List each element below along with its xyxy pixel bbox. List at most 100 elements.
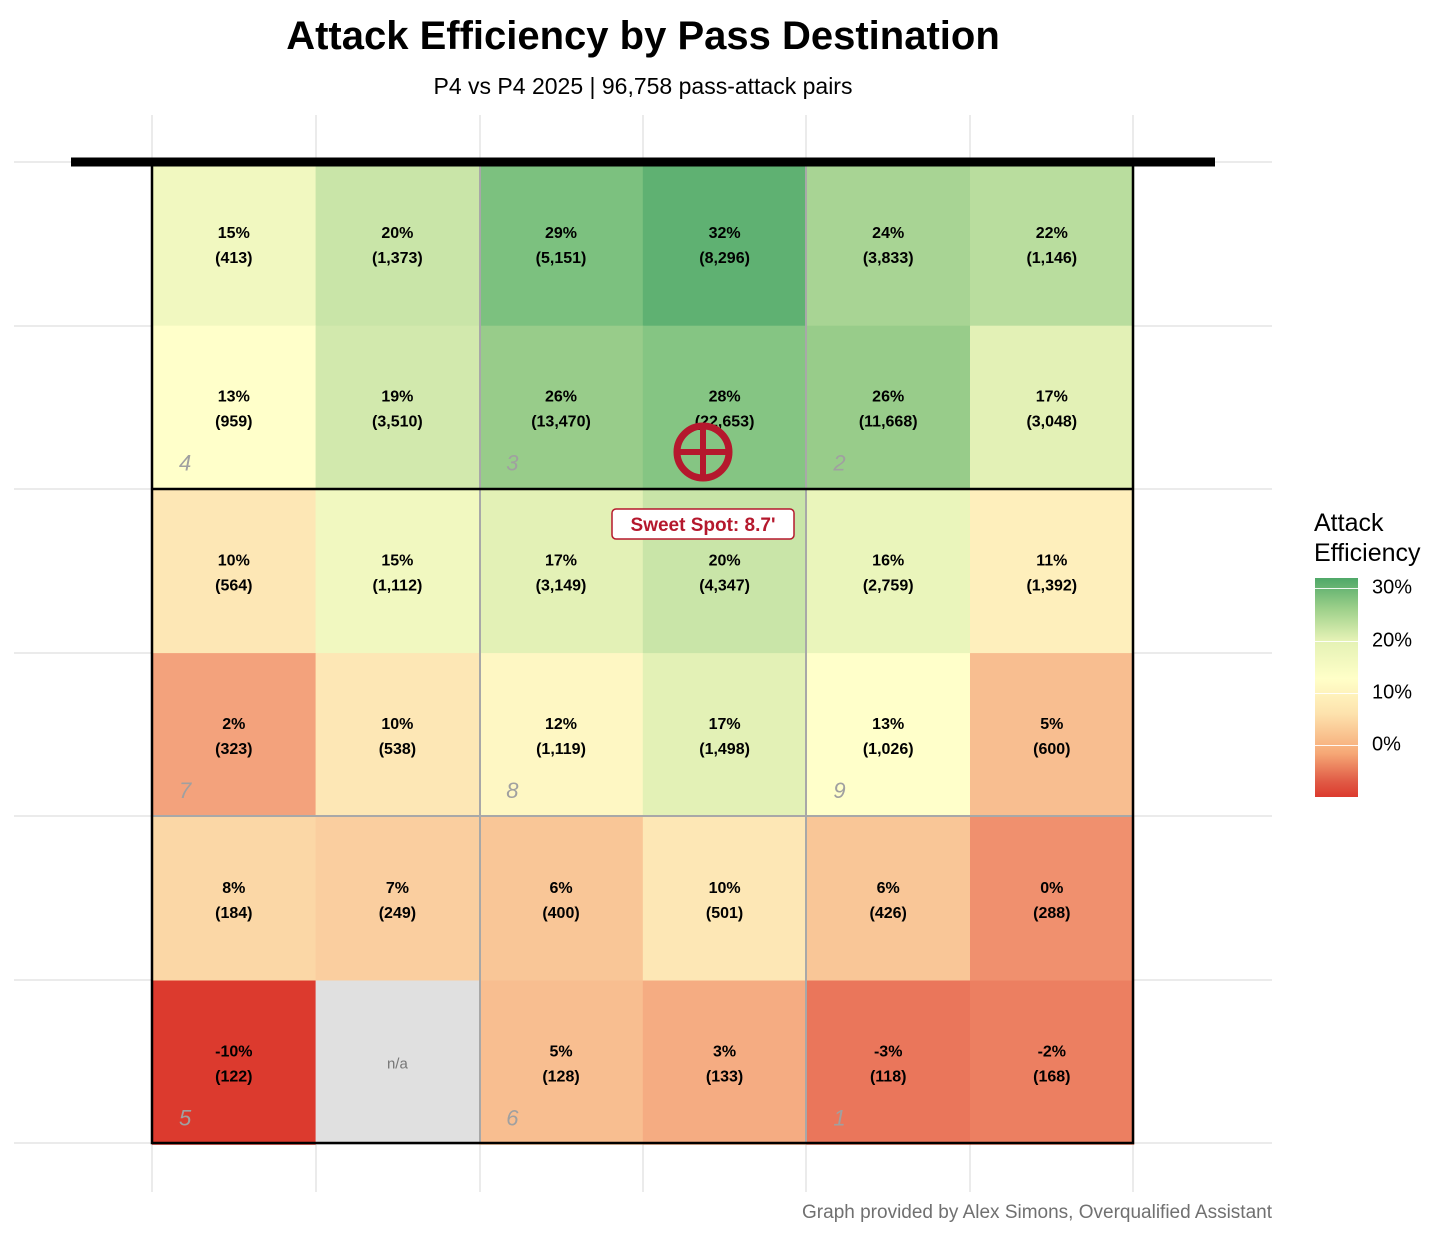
cell-efficiency-label: 17%	[1036, 389, 1068, 406]
cell-count-label: (501)	[706, 905, 743, 922]
cell-count-label: (323)	[215, 741, 252, 758]
legend-title-line2: Efficiency	[1314, 539, 1421, 567]
cell-count-label: (2,759)	[863, 577, 914, 594]
sweet-spot-label-box	[611, 508, 795, 540]
heatmap-cell	[806, 489, 971, 654]
cell-na-label: n/a	[387, 1056, 409, 1073]
cell-count-label: (538)	[379, 741, 416, 758]
cell-count-label: (133)	[706, 1069, 743, 1086]
cell-count-label: (564)	[215, 577, 252, 594]
zone-number-label: 4	[179, 451, 191, 476]
cell-count-label: (8,296)	[699, 250, 750, 267]
cell-count-label: (11,668)	[859, 414, 918, 431]
cell-efficiency-label: 10%	[218, 552, 250, 569]
cell-efficiency-label: 10%	[381, 716, 413, 733]
cell-count-label: (184)	[215, 905, 252, 922]
cell-count-label: (413)	[215, 250, 252, 267]
heatmap-cell	[970, 162, 1135, 327]
cell-efficiency-label: 11%	[1036, 552, 1067, 569]
cell-efficiency-label: 17%	[545, 552, 577, 569]
cell-efficiency-label: -10%	[215, 1044, 252, 1061]
cell-count-label: (4,347)	[699, 577, 750, 594]
cell-count-label: (1,373)	[372, 250, 423, 267]
zone-number-label: 8	[506, 778, 519, 803]
cell-count-label: (288)	[1033, 905, 1070, 922]
cell-efficiency-label: 10%	[709, 880, 741, 897]
chart-caption: Graph provided by Alex Simons, Overquali…	[802, 1202, 1272, 1223]
cell-count-label: (128)	[542, 1069, 579, 1086]
cell-efficiency-label: 28%	[709, 389, 741, 406]
heatmap-cell	[479, 162, 644, 327]
cell-efficiency-label: -3%	[874, 1044, 902, 1061]
cell-efficiency-label: 12%	[545, 716, 577, 733]
cell-count-label: (600)	[1033, 741, 1070, 758]
heatmap-cell	[479, 325, 644, 490]
cell-efficiency-label: 16%	[872, 552, 904, 569]
zone-number-label: 7	[179, 778, 192, 803]
cell-efficiency-label: 3%	[713, 1044, 736, 1061]
heatmap-cell	[479, 816, 644, 982]
cell-count-label: (400)	[542, 905, 579, 922]
cell-efficiency-label: 6%	[877, 880, 900, 897]
cell-count-label: (1,146)	[1026, 250, 1077, 267]
heatmap-cell	[970, 816, 1135, 982]
cell-efficiency-label: 13%	[218, 389, 250, 406]
legend-tick-label: 20%	[1372, 629, 1413, 652]
legend-tick-label: 30%	[1372, 576, 1413, 599]
cell-efficiency-label: 7%	[386, 880, 409, 897]
heatmap-cell	[315, 325, 480, 490]
cell-efficiency-label: 15%	[381, 552, 413, 569]
heatmap-cell	[970, 489, 1135, 654]
cell-count-label: (1,119)	[536, 741, 586, 758]
legend-tick-label: 10%	[1372, 681, 1413, 704]
heatmap-cell	[642, 653, 807, 818]
heatmap-cell	[642, 816, 807, 982]
cell-count-label: (118)	[870, 1069, 906, 1086]
cell-efficiency-label: 20%	[709, 552, 741, 569]
cell-efficiency-label: 26%	[872, 389, 904, 406]
cell-efficiency-label: -2%	[1038, 1044, 1066, 1061]
legend-tick-mark	[1315, 692, 1358, 694]
cell-efficiency-label: 32%	[709, 225, 741, 242]
cell-count-label: (1,498)	[699, 741, 750, 758]
cell-efficiency-label: 5%	[549, 1044, 572, 1061]
heatmap-cell	[970, 325, 1135, 490]
sweet-spot-label: Sweet Spot: 8.7'	[631, 515, 776, 536]
heatmap-cell	[315, 489, 480, 654]
cell-count-label: (3,048)	[1026, 414, 1077, 431]
heatmap-cell	[152, 162, 317, 327]
chart-title: Attack Efficiency by Pass Destination	[286, 14, 1000, 58]
cell-efficiency-label: 20%	[381, 225, 413, 242]
heatmap-cell	[315, 653, 480, 818]
heatmap-cell	[806, 653, 971, 818]
cell-efficiency-label: 22%	[1036, 225, 1068, 242]
cell-efficiency-label: 6%	[549, 880, 572, 897]
heatmap-cell	[315, 980, 480, 1145]
legend-tick-mark	[1315, 588, 1358, 590]
cell-count-label: (426)	[870, 905, 907, 922]
heatmap-cell	[152, 489, 317, 654]
zone-number-label: 5	[179, 1106, 192, 1131]
heatmap-cell	[970, 653, 1135, 818]
heatmap-plot: 15%(413)20%(1,373)29%(5,151)32%(8,296)24…	[14, 115, 1272, 1192]
cell-count-label: (3,149)	[536, 577, 587, 594]
heatmap-cell	[642, 162, 807, 327]
heatmap-cell	[970, 980, 1135, 1145]
chart-subtitle: P4 vs P4 2025 | 96,758 pass-attack pairs	[433, 73, 853, 99]
zone-number-label: 6	[506, 1106, 519, 1131]
cell-count-label: (959)	[215, 414, 252, 431]
cell-count-label: (3,833)	[863, 250, 914, 267]
cell-efficiency-label: 15%	[218, 225, 250, 242]
cell-efficiency-label: 29%	[545, 225, 577, 242]
cell-efficiency-label: 17%	[709, 716, 741, 733]
legend-tick-label: 0%	[1372, 733, 1401, 756]
zone-number-label: 3	[506, 451, 519, 476]
cell-efficiency-label: 19%	[381, 389, 413, 406]
cell-count-label: (5,151)	[536, 250, 587, 267]
heatmap-cell	[152, 325, 317, 490]
legend-tick-mark	[1315, 640, 1358, 642]
heatmap-cell	[642, 980, 807, 1145]
heatmap-cell	[806, 162, 971, 327]
heatmap-cell	[806, 325, 971, 490]
cell-count-label: (249)	[379, 905, 416, 922]
